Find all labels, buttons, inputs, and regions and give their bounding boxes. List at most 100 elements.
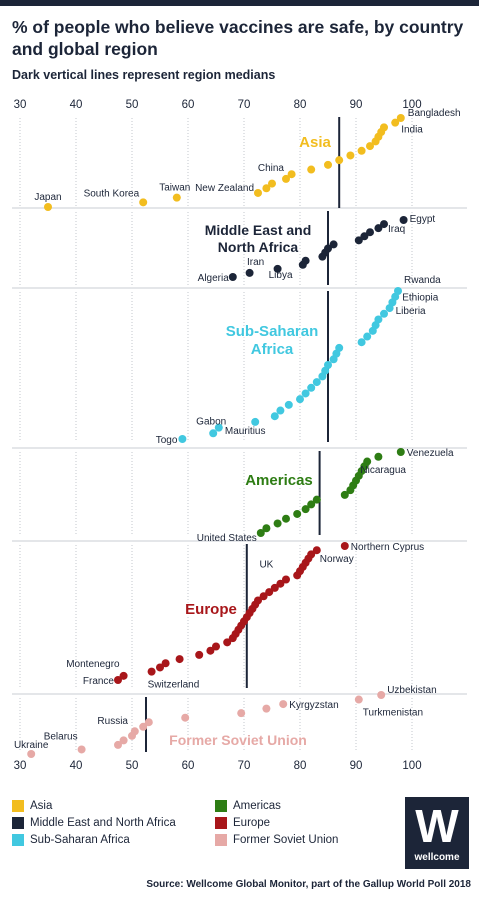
point-europe: [156, 663, 164, 672]
chart-title: % of people who believe vaccines are saf…: [12, 17, 464, 59]
point-sub-saharan-africa: [335, 343, 344, 352]
point-former-soviet-union: [262, 704, 271, 713]
point-former-soviet-union: [139, 722, 148, 731]
point-sub-saharan-africa: [374, 315, 383, 324]
country-label-iran: Iran: [247, 257, 264, 268]
point-europe: [212, 642, 220, 651]
x-tick-label-bottom-50: 50: [126, 760, 139, 772]
point-americas: [340, 490, 349, 499]
country-label-venezuela: Venezuela: [407, 448, 454, 459]
point-europe: [119, 671, 128, 680]
country-label-bangladesh: Bangladesh: [408, 108, 461, 119]
country-label-uk: UK: [259, 560, 273, 571]
point-sub-saharan-africa: [270, 412, 279, 421]
country-label-northern-cyprus: Northern Cyprus: [351, 542, 424, 553]
point-asia: [262, 184, 271, 193]
x-tick-label-top-90: 90: [350, 99, 363, 111]
region-title-americas: Americas: [245, 472, 313, 489]
country-label-japan: Japan: [34, 192, 61, 203]
source-note: Source: Wellcome Global Monitor, part of…: [146, 879, 471, 890]
point-former-soviet-union: [77, 745, 86, 754]
country-label-gabon: Gabon: [196, 416, 226, 427]
region-title-sub-saharan-africa: Africa: [251, 341, 294, 358]
point-middle-east-and-north-africa: [273, 264, 282, 273]
x-tick-label-top-30: 30: [14, 99, 27, 111]
point-europe: [307, 550, 316, 559]
country-label-montenegro: Montenegro: [66, 659, 120, 670]
point-asia: [282, 174, 290, 183]
point-former-soviet-union: [114, 740, 122, 749]
point-former-soviet-union: [119, 736, 128, 745]
point-former-soviet-union: [130, 727, 139, 736]
x-tick-label-top-70: 70: [238, 99, 251, 111]
point-asia: [357, 146, 366, 155]
point-asia: [396, 114, 405, 122]
country-label-rwanda: Rwanda: [404, 275, 441, 286]
point-asia: [254, 188, 262, 197]
point-americas: [301, 505, 310, 514]
x-tick-label-bottom-90: 90: [350, 760, 363, 772]
chart-subtitle: Dark vertical lines represent region med…: [12, 68, 276, 82]
legend-label-middle-east: Middle East and North Africa: [30, 817, 176, 829]
country-label-taiwan: Taiwan: [159, 183, 190, 194]
point-middle-east-and-north-africa: [245, 268, 254, 277]
point-europe: [254, 596, 262, 605]
x-tick-label-bottom-100: 100: [402, 760, 421, 772]
point-asia: [268, 179, 276, 188]
country-label-france: France: [83, 676, 115, 687]
point-sub-saharan-africa: [312, 378, 321, 387]
country-label-libya: Libya: [269, 270, 293, 281]
logo-wordmark: wellcome: [414, 852, 460, 863]
point-sub-saharan-africa: [296, 395, 304, 404]
point-americas: [273, 519, 282, 528]
logo-mark: W: [415, 800, 459, 852]
point-americas: [256, 529, 265, 537]
point-sub-saharan-africa: [284, 400, 293, 409]
point-europe: [259, 592, 268, 601]
point-sub-saharan-africa: [214, 423, 223, 432]
point-asia: [335, 156, 344, 165]
country-label-iraq: Iraq: [388, 224, 405, 235]
point-sub-saharan-africa: [178, 435, 187, 443]
point-middle-east-and-north-africa: [324, 244, 332, 253]
legend-label-asia: Asia: [30, 800, 53, 812]
point-asia: [324, 160, 332, 169]
point-former-soviet-union: [181, 713, 190, 722]
point-sub-saharan-africa: [357, 338, 366, 347]
region-title-asia: Asia: [299, 134, 331, 151]
point-americas: [312, 495, 321, 504]
point-americas: [363, 457, 372, 466]
point-sub-saharan-africa: [276, 406, 285, 415]
point-former-soviet-union: [237, 709, 246, 718]
country-label-china: China: [258, 163, 285, 174]
country-label-russia: Russia: [97, 716, 128, 727]
legend-swatch-sub-saharan: [12, 834, 24, 846]
country-label-mauritius: Mauritius: [225, 426, 266, 437]
x-tick-label-bottom-30: 30: [14, 760, 27, 772]
point-former-soviet-union: [279, 700, 288, 709]
point-americas: [282, 514, 290, 523]
point-sub-saharan-africa: [251, 417, 260, 426]
x-tick-label-bottom-40: 40: [70, 760, 83, 772]
country-label-united-states: United States: [197, 533, 257, 544]
country-label-norway: Norway: [320, 554, 354, 565]
region-title-middle-east-and-north-africa: Middle East and: [205, 222, 312, 238]
country-label-new-zealand: New Zealand: [195, 183, 254, 194]
point-europe: [312, 546, 321, 555]
x-tick-label-bottom-70: 70: [238, 760, 251, 772]
country-label-ethiopia: Ethiopia: [402, 293, 439, 304]
point-europe: [114, 676, 122, 684]
x-tick-label-bottom-60: 60: [182, 760, 195, 772]
point-sub-saharan-africa: [363, 332, 372, 341]
scatter-chart: 30 30 40 40 50 50 60 60 70 70 80 80 90 90 100 100 Japan S…: [12, 99, 467, 772]
point-asia: [287, 170, 296, 179]
wellcome-logo: W wellcome: [405, 797, 469, 869]
point-europe: [147, 667, 156, 676]
point-sub-saharan-africa: [324, 361, 332, 369]
top-bar: [0, 0, 479, 6]
point-europe: [206, 646, 215, 655]
legend-item-former-soviet: Former Soviet Union: [215, 834, 338, 846]
point-europe: [270, 583, 279, 592]
point-europe: [195, 650, 204, 659]
country-label-uzbekistan: Uzbekistan: [387, 685, 436, 696]
